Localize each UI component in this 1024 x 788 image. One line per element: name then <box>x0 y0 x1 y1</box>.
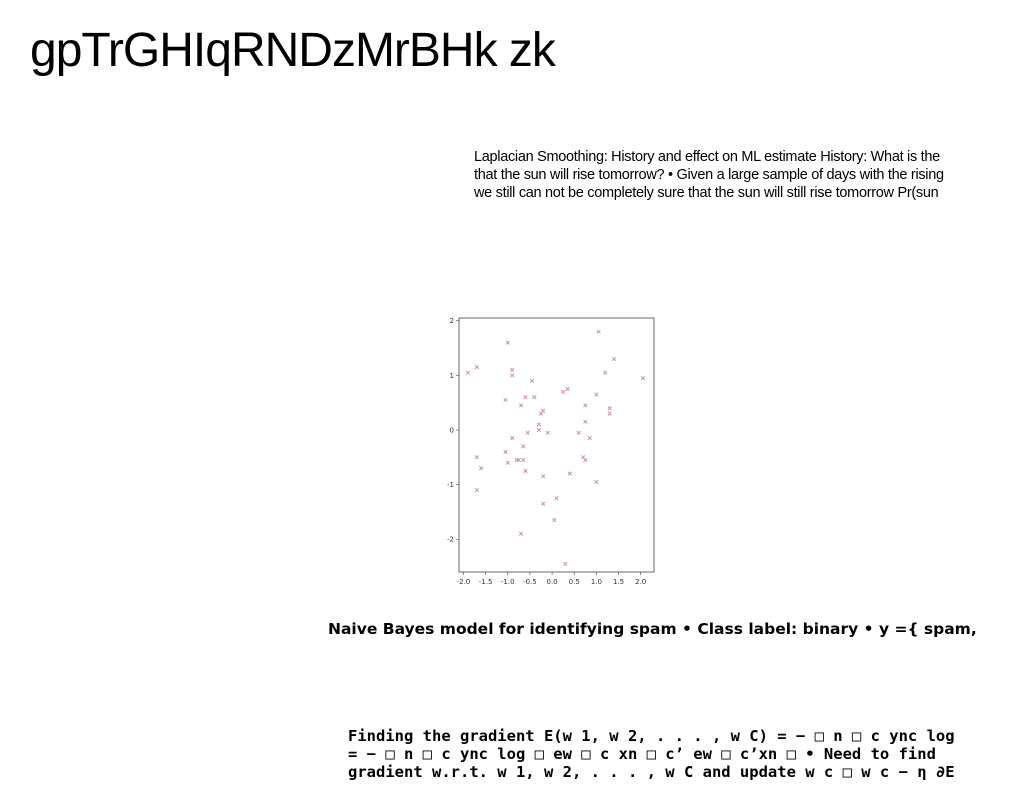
data-point <box>541 501 546 506</box>
data-point <box>518 403 524 408</box>
data-point <box>607 406 612 411</box>
data-point <box>523 395 528 400</box>
laplacian-smoothing-text: Laplacian Smoothing: History and effect … <box>474 148 1024 202</box>
data-point <box>474 487 479 493</box>
data-point <box>510 373 515 378</box>
data-point <box>587 436 592 441</box>
data-point <box>567 471 572 476</box>
data-point <box>583 457 588 463</box>
data-point <box>525 430 530 435</box>
x-tick-label: 0.0 <box>546 578 557 586</box>
x-tick-label: -1.5 <box>479 578 493 586</box>
data-point <box>530 378 535 383</box>
data-point <box>521 444 526 449</box>
data-point <box>552 517 557 523</box>
data-point <box>565 386 570 392</box>
y-tick-label: -1 <box>447 481 454 489</box>
data-point <box>521 457 526 463</box>
gradient-line-2: = − □ n □ c ync log □ ew □ c xn □ c’ ew … <box>348 745 936 763</box>
gradient-line-1: Finding the gradient E(w 1, w 2, . . . ,… <box>348 727 955 745</box>
data-point <box>603 370 608 375</box>
data-point <box>532 395 537 400</box>
naive-bayes-heading: Naive Bayes model for identifying spam •… <box>328 620 977 638</box>
data-point <box>536 422 541 427</box>
data-point <box>503 397 508 403</box>
data-point <box>545 430 550 435</box>
y-tick-label: 2 <box>450 317 454 325</box>
data-point <box>594 392 599 397</box>
x-tick-label: -0.5 <box>523 578 537 586</box>
data-point <box>607 411 612 416</box>
data-point <box>518 531 524 536</box>
x-tick-label: 2.0 <box>635 578 646 586</box>
x-tick-label: -2.0 <box>457 578 471 586</box>
data-point <box>516 457 521 463</box>
data-point <box>474 455 479 460</box>
data-point <box>505 340 510 345</box>
data-point <box>583 419 588 424</box>
data-point <box>479 466 484 471</box>
gradient-line-3: gradient w.r.t. w 1, w 2, . . . , w C an… <box>348 763 955 781</box>
y-tick-label: 0 <box>450 426 454 434</box>
data-point <box>583 403 588 408</box>
data-point <box>541 474 546 479</box>
data-point <box>538 411 544 416</box>
data-point <box>510 367 515 373</box>
data-point <box>503 449 508 454</box>
laplacian-line-1: Laplacian Smoothing: History and effect … <box>474 149 940 165</box>
x-tick-label: 1.5 <box>613 578 624 586</box>
data-point <box>465 370 470 375</box>
scatter-plot: -2.0 -1.5 -1.0 -0.5 0.0 0.5 1.0 1.5 2.0 2 1 0 -1 -2 <box>440 306 665 601</box>
data-point <box>640 375 646 381</box>
data-point <box>561 389 566 394</box>
data-point <box>505 460 510 465</box>
plot-frame <box>458 317 655 573</box>
y-tick-label: -2 <box>447 536 454 544</box>
data-point <box>474 365 479 370</box>
data-point <box>523 468 528 474</box>
laplacian-line-2: that the sun will rise tomorrow? • Given… <box>474 167 944 183</box>
x-tick-label: -1.0 <box>501 578 515 586</box>
gradient-text: Finding the gradient E(w 1, w 2, . . . ,… <box>348 727 955 781</box>
data-point <box>594 479 599 484</box>
data-point <box>563 561 568 566</box>
x-tick-label: 1.0 <box>591 578 602 586</box>
scatter-plot-svg: -2.0 -1.5 -1.0 -0.5 0.0 0.5 1.0 1.5 2.0 2 1 0 -1 -2 <box>447 317 655 586</box>
data-point <box>510 436 515 441</box>
x-tick-label: 0.5 <box>569 578 580 586</box>
data-point <box>554 496 559 501</box>
data-point <box>596 329 601 334</box>
data-point <box>576 430 581 435</box>
data-point <box>536 427 541 433</box>
data-point <box>611 356 617 362</box>
laplacian-line-3: we still can not be completely sure that… <box>474 185 939 201</box>
y-tick-label: 1 <box>450 372 454 380</box>
page-title: gpTrGHIqRNDzMrBHk zk <box>30 24 556 77</box>
